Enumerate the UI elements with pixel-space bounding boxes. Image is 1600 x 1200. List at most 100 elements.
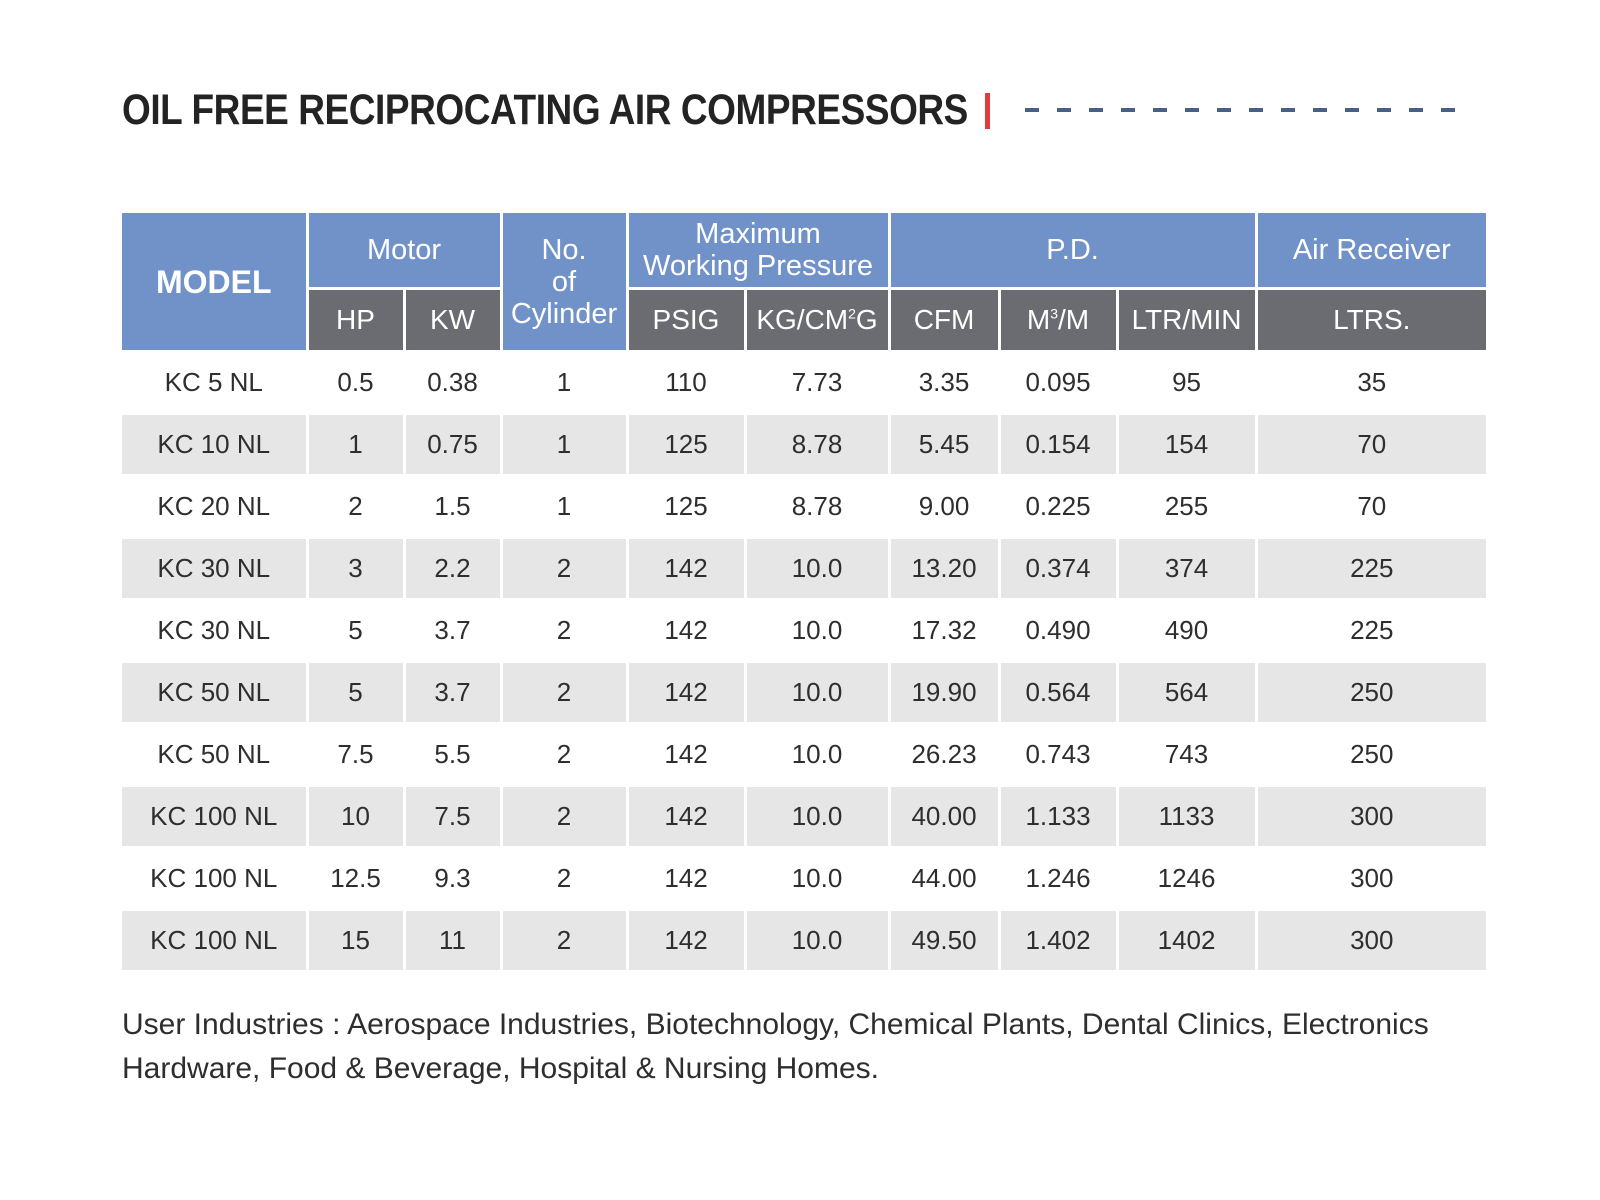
cell-m3m: 1.246: [999, 847, 1119, 911]
cell-hp: 1: [307, 413, 406, 477]
cell-receiver-ltrs: 300: [1256, 847, 1487, 911]
cell-kgcm2g: 10.0: [745, 785, 891, 849]
cell-m3m: 0.154: [999, 413, 1119, 477]
cell-receiver-ltrs: 35: [1256, 351, 1487, 415]
subheader-m3m-sup: 3: [1050, 305, 1059, 322]
header-model: MODEL: [122, 213, 309, 353]
cell-kw: 1.5: [404, 475, 503, 539]
cell-ltr-min: 1402: [1117, 909, 1258, 973]
header-max-pressure-line2: Working Pressure: [643, 250, 873, 282]
cell-model: KC 50 NL: [122, 661, 309, 725]
cell-cfm: 17.32: [889, 599, 1001, 663]
cell-psig: 142: [627, 909, 747, 973]
header-air-receiver: Air Receiver: [1256, 213, 1487, 290]
user-industries-line1: User Industries : Aerospace Industries, …: [122, 1008, 1429, 1041]
table-row: KC 100 NL 12.5 9.3 2 142 10.0 44.00 1.246 1246 30…: [122, 847, 1487, 911]
cell-kw: 0.75: [404, 413, 503, 477]
cell-hp: 2: [307, 475, 406, 539]
spec-table: MODEL Motor No. of Cylinder Maximum Work…: [122, 213, 1487, 973]
cell-kgcm2g: 10.0: [745, 723, 891, 787]
cell-cylinders: 2: [501, 847, 629, 911]
cell-receiver-ltrs: 250: [1256, 661, 1487, 725]
cell-model: KC 100 NL: [122, 909, 309, 973]
cell-cfm: 40.00: [889, 785, 1001, 849]
cell-ltr-min: 95: [1117, 351, 1258, 415]
cell-model: KC 30 NL: [122, 599, 309, 663]
subheader-psig: PSIG: [627, 288, 747, 353]
table-row: KC 50 NL 5 3.7 2 142 10.0 19.90 0.564 564 250: [122, 661, 1487, 725]
cell-hp: 10: [307, 785, 406, 849]
cell-ltr-min: 490: [1117, 599, 1258, 663]
cell-m3m: 1.402: [999, 909, 1119, 973]
table-row: KC 30 NL 5 3.7 2 142 10.0 17.32 0.490 490 225: [122, 599, 1487, 663]
subheader-m3m-suffix: /M: [1058, 304, 1090, 335]
cell-kgcm2g: 10.0: [745, 661, 891, 725]
subheader-m3m: M3/M: [999, 288, 1119, 353]
cell-psig: 142: [627, 537, 747, 601]
title-accent-bar: [985, 93, 990, 129]
cell-receiver-ltrs: 250: [1256, 723, 1487, 787]
table-body: KC 5 NL 0.5 0.38 1 110 7.73 3.35 0.095 95 35 KC 10…: [122, 351, 1487, 973]
cell-kw: 7.5: [404, 785, 503, 849]
table-row: KC 10 NL 1 0.75 1 125 8.78 5.45 0.154 154 70: [122, 413, 1487, 477]
cell-model: KC 10 NL: [122, 413, 309, 477]
cell-kw: 3.7: [404, 599, 503, 663]
cell-kw: 2.2: [404, 537, 503, 601]
table-row: KC 30 NL 3 2.2 2 142 10.0 13.20 0.374 374 225: [122, 537, 1487, 601]
subheader-m3m-text: M: [1026, 304, 1051, 335]
cell-cfm: 3.35: [889, 351, 1001, 415]
subheader-kgcm2g-sup: 2: [848, 305, 856, 322]
header-motor: Motor: [307, 213, 503, 290]
cell-cylinders: 2: [501, 785, 629, 849]
cell-cylinders: 2: [501, 599, 629, 663]
cell-ltr-min: 154: [1117, 413, 1258, 477]
cell-m3m: 0.490: [999, 599, 1119, 663]
table-row: KC 20 NL 2 1.5 1 125 8.78 9.00 0.225 255 70: [122, 475, 1487, 539]
cell-psig: 142: [627, 723, 747, 787]
cell-model: KC 50 NL: [122, 723, 309, 787]
cell-cfm: 5.45: [889, 413, 1001, 477]
subheader-cfm: CFM: [889, 288, 1001, 353]
cell-kw: 9.3: [404, 847, 503, 911]
subheader-kgcm2g-text: KG/CM: [756, 304, 849, 335]
header-cylinders-line2: of: [551, 265, 577, 298]
cell-kw: 11: [404, 909, 503, 973]
cell-ltr-min: 1246: [1117, 847, 1258, 911]
cell-model: KC 30 NL: [122, 537, 309, 601]
cell-cylinders: 2: [501, 909, 629, 973]
cell-m3m: 0.743: [999, 723, 1119, 787]
cell-model: KC 5 NL: [122, 351, 309, 415]
title-dashed-rule: [1025, 108, 1471, 112]
cell-kgcm2g: 10.0: [745, 909, 891, 973]
cell-hp: 15: [307, 909, 406, 973]
cell-hp: 3: [307, 537, 406, 601]
cell-cylinders: 1: [501, 475, 629, 539]
cell-psig: 142: [627, 599, 747, 663]
cell-m3m: 0.225: [999, 475, 1119, 539]
cell-receiver-ltrs: 225: [1256, 537, 1487, 601]
cell-cfm: 44.00: [889, 847, 1001, 911]
cell-cfm: 13.20: [889, 537, 1001, 601]
cell-ltr-min: 1133: [1117, 785, 1258, 849]
subheader-kgcm2g-suffix: G: [855, 304, 878, 335]
cell-kgcm2g: 8.78: [745, 413, 891, 477]
header-cylinders: No. of Cylinder: [501, 213, 629, 353]
table-row: KC 5 NL 0.5 0.38 1 110 7.73 3.35 0.095 95 35: [122, 351, 1487, 415]
page-title: OIL FREE RECIPROCATING AIR COMPRESSORS: [122, 86, 968, 134]
cell-kgcm2g: 10.0: [745, 537, 891, 601]
header-max-pressure-line1: Maximum: [695, 218, 821, 250]
cell-cfm: 9.00: [889, 475, 1001, 539]
cell-model: KC 20 NL: [122, 475, 309, 539]
cell-psig: 142: [627, 785, 747, 849]
cell-kw: 5.5: [404, 723, 503, 787]
cell-kw: 3.7: [404, 661, 503, 725]
cell-psig: 125: [627, 413, 747, 477]
table-row: KC 100 NL 15 11 2 142 10.0 49.50 1.402 1402 300: [122, 909, 1487, 973]
cell-cfm: 49.50: [889, 909, 1001, 973]
user-industries-note: User Industries : Aerospace Industries, …: [122, 1003, 1502, 1091]
cell-psig: 142: [627, 847, 747, 911]
cell-kgcm2g: 8.78: [745, 475, 891, 539]
header-max-pressure: Maximum Working Pressure: [627, 213, 891, 290]
cell-receiver-ltrs: 70: [1256, 413, 1487, 477]
cell-cylinders: 2: [501, 537, 629, 601]
